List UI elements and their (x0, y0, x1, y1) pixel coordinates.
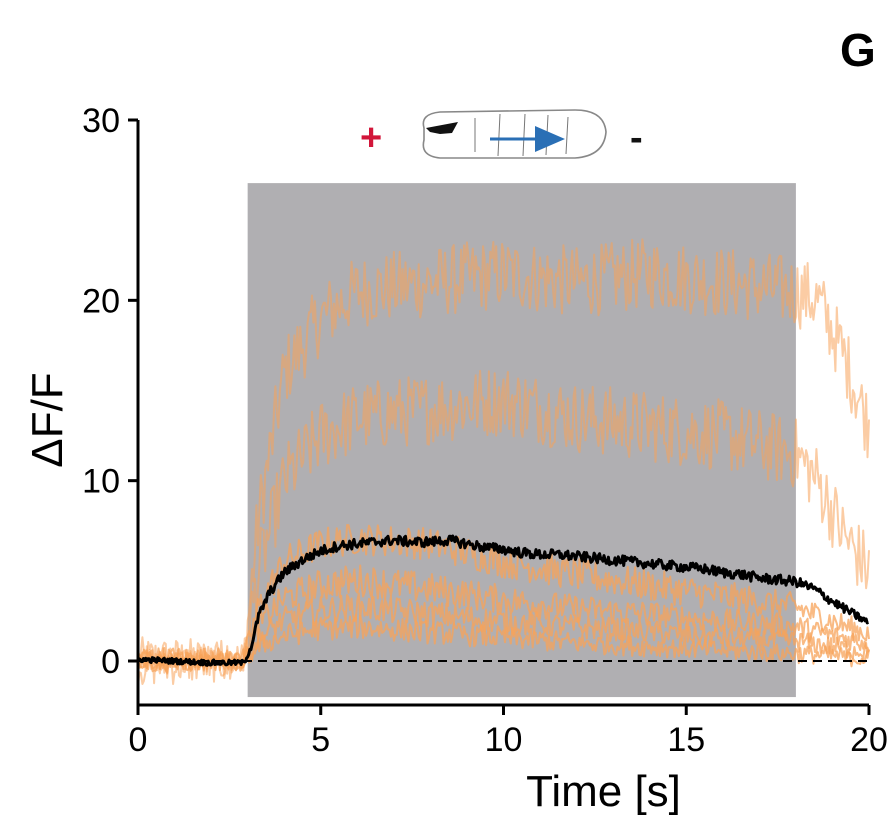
minus-sign: - (630, 117, 643, 159)
x-tick-label-5: 5 (311, 721, 330, 759)
stimulus-schematic: + - (360, 109, 643, 159)
y-tick-label-30: 30 (82, 102, 120, 140)
y-tick-label-10: 10 (82, 463, 120, 501)
individual-trace-3 (137, 524, 870, 667)
mean-trace (137, 534, 870, 667)
plot-area: 0 5 10 15 20 0 10 20 30 Time [s] ΔF/F (23, 102, 888, 816)
x-tick-label-10: 10 (485, 721, 523, 759)
panel-label: G (840, 24, 876, 76)
y-axis-title: ΔF/F (23, 372, 72, 467)
individual-trace-2 (137, 369, 870, 687)
x-axis-title: Time [s] (526, 767, 681, 816)
individual-trace-5 (137, 592, 870, 672)
larva-icon (422, 109, 607, 159)
y-tick-label-20: 20 (82, 282, 120, 320)
plus-sign: + (360, 117, 382, 159)
y-tick-label-0: 0 (101, 643, 120, 681)
x-tick-label-0: 0 (129, 721, 148, 759)
individual-trace-6 (137, 613, 870, 670)
individual-trace-1 (137, 238, 870, 680)
x-tick-label-20: 20 (850, 721, 888, 759)
direction-arrow-icon (490, 126, 565, 152)
x-tick-label-15: 15 (667, 721, 705, 759)
